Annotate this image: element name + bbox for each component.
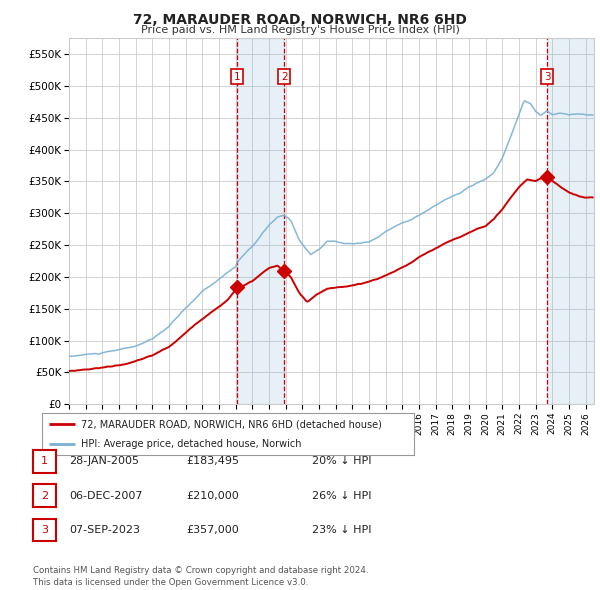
Text: 20% ↓ HPI: 20% ↓ HPI [312, 457, 371, 466]
Text: 1: 1 [233, 72, 240, 82]
Text: 72, MARAUDER ROAD, NORWICH, NR6 6HD (detached house): 72, MARAUDER ROAD, NORWICH, NR6 6HD (det… [81, 419, 382, 430]
Text: 2: 2 [41, 491, 48, 500]
Text: £357,000: £357,000 [186, 525, 239, 535]
Text: 3: 3 [544, 72, 550, 82]
Bar [237, 38, 284, 404]
Text: 23% ↓ HPI: 23% ↓ HPI [312, 525, 371, 535]
Text: 28-JAN-2005: 28-JAN-2005 [69, 457, 139, 466]
Text: 2: 2 [281, 72, 287, 82]
Text: 72, MARAUDER ROAD, NORWICH, NR6 6HD: 72, MARAUDER ROAD, NORWICH, NR6 6HD [133, 13, 467, 27]
Text: 07-SEP-2023: 07-SEP-2023 [69, 525, 140, 535]
Text: HPI: Average price, detached house, Norwich: HPI: Average price, detached house, Norw… [81, 439, 302, 449]
Bar [547, 38, 594, 404]
Text: 1: 1 [41, 457, 48, 466]
Text: 26% ↓ HPI: 26% ↓ HPI [312, 491, 371, 500]
Text: £210,000: £210,000 [186, 491, 239, 500]
Text: £183,495: £183,495 [186, 457, 239, 466]
Text: Contains HM Land Registry data © Crown copyright and database right 2024.
This d: Contains HM Land Registry data © Crown c… [33, 566, 368, 587]
Text: Price paid vs. HM Land Registry's House Price Index (HPI): Price paid vs. HM Land Registry's House … [140, 25, 460, 35]
Text: 3: 3 [41, 525, 48, 535]
Text: 06-DEC-2007: 06-DEC-2007 [69, 491, 143, 500]
